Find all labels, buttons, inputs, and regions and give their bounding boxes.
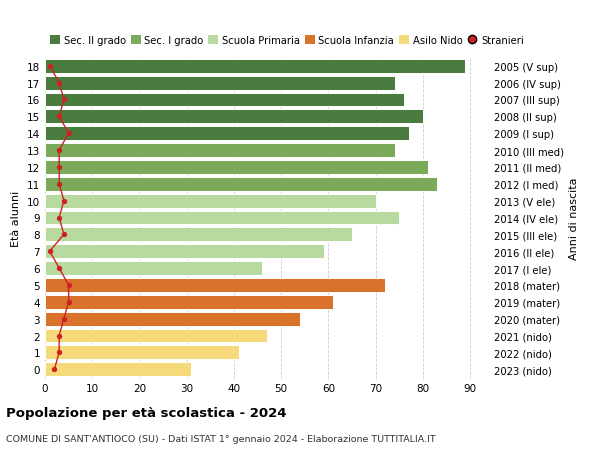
Bar (45, 127, 409, 141)
Bar (45, 245, 323, 258)
Bar (45, 228, 352, 242)
Bar (45, 295, 333, 309)
Bar (45, 110, 423, 124)
Bar (45, 312, 300, 326)
Point (64, 298, 73, 306)
Point (64, 282, 73, 289)
Point (45, 63, 55, 70)
Point (59, 231, 68, 239)
Y-axis label: Età alunni: Età alunni (11, 190, 22, 246)
Point (59, 197, 68, 205)
Point (55, 113, 64, 121)
Text: Popolazione per età scolastica - 2024: Popolazione per età scolastica - 2024 (6, 406, 287, 419)
Point (55, 147, 64, 154)
Point (55, 164, 64, 171)
Bar (45, 211, 399, 225)
Point (55, 332, 64, 340)
Y-axis label: Anni di nascita: Anni di nascita (569, 177, 580, 259)
Bar (45, 363, 191, 376)
Point (59, 315, 68, 323)
Bar (45, 161, 428, 174)
Bar (45, 93, 404, 107)
Bar (45, 279, 385, 292)
Point (55, 214, 64, 222)
Bar (45, 194, 376, 208)
Text: COMUNE DI SANT'ANTIOCO (SU) - Dati ISTAT 1° gennaio 2024 - Elaborazione TUTTITAL: COMUNE DI SANT'ANTIOCO (SU) - Dati ISTAT… (6, 434, 436, 443)
Point (55, 80, 64, 87)
Bar (45, 329, 267, 343)
Point (59, 96, 68, 104)
Point (55, 265, 64, 272)
Legend: Sec. II grado, Sec. I grado, Scuola Primaria, Scuola Infanzia, Asilo Nido, Stran: Sec. II grado, Sec. I grado, Scuola Prim… (50, 36, 524, 46)
Point (55, 349, 64, 356)
Bar (45, 77, 395, 90)
Bar (45, 346, 239, 359)
Bar (45, 144, 395, 157)
Bar (45, 60, 466, 73)
Point (55, 181, 64, 188)
Bar (45, 178, 437, 191)
Point (45, 248, 55, 255)
Point (64, 130, 73, 138)
Bar (45, 262, 262, 275)
Point (50, 366, 59, 373)
